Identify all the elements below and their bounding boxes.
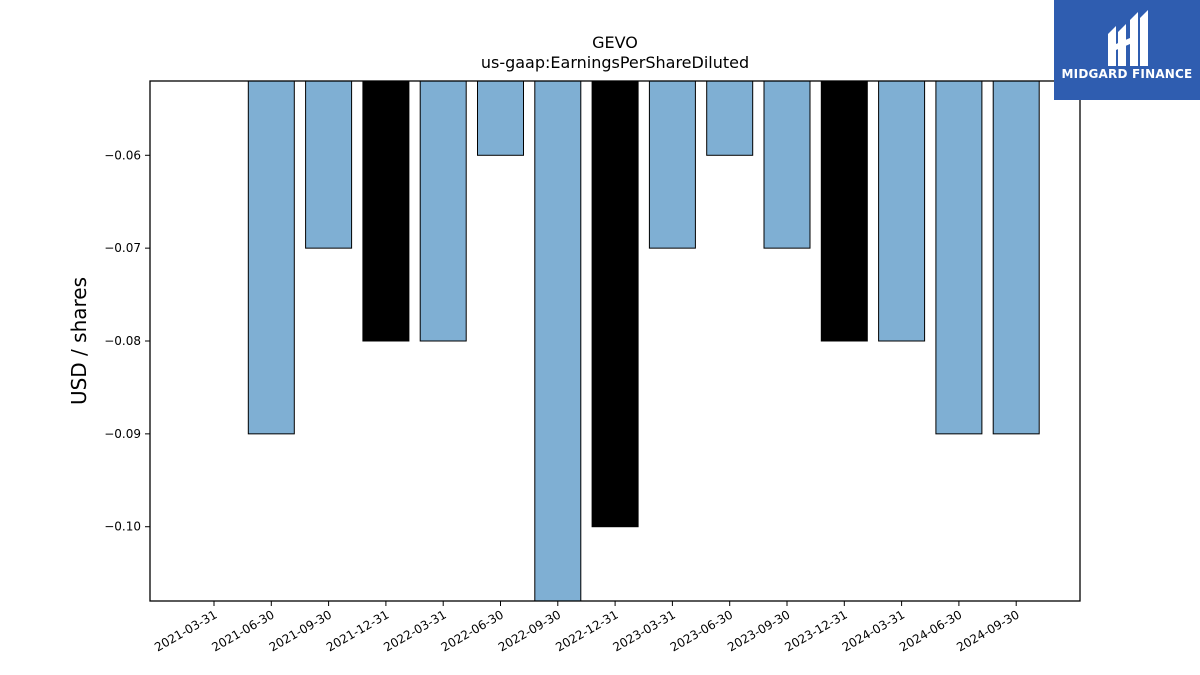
y-tick-label: −0.10 bbox=[104, 520, 141, 534]
y-tick-label: −0.09 bbox=[104, 427, 141, 441]
x-tick-label: 2023-03-31 bbox=[610, 607, 677, 654]
y-axis-ticks: −0.06 −0.07 −0.08 −0.09 −0.10 bbox=[104, 148, 150, 534]
bar-2021-06-30 bbox=[247, 80, 295, 435]
bar-2022-09-30 bbox=[534, 80, 582, 602]
bar-2021-09-30 bbox=[305, 80, 353, 249]
x-tick-label: 2021-12-31 bbox=[324, 607, 391, 654]
bar-2024-06-30 bbox=[935, 80, 983, 435]
x-tick-label: 2021-03-31 bbox=[152, 607, 219, 654]
y-axis-label: USD / shares bbox=[67, 277, 91, 405]
x-tick-label: 2021-06-30 bbox=[209, 607, 276, 654]
midgard-logo-icon bbox=[1108, 10, 1148, 66]
x-axis-ticks: 2021-03-312021-06-302021-09-302021-12-31… bbox=[152, 601, 1022, 654]
x-tick-label: 2023-09-30 bbox=[725, 607, 792, 654]
x-tick-label: 2022-06-30 bbox=[439, 607, 506, 654]
bar-2022-03-31 bbox=[419, 80, 467, 342]
x-tick-label: 2022-03-31 bbox=[381, 607, 448, 654]
bar-2023-12-31 bbox=[820, 80, 868, 342]
brand-name: MIDGARD FINANCE bbox=[1061, 67, 1193, 81]
bar-2023-06-30 bbox=[706, 80, 754, 156]
bar-2023-03-31 bbox=[648, 80, 696, 249]
y-tick-label: −0.06 bbox=[104, 148, 141, 162]
bar-2022-12-31 bbox=[591, 80, 639, 528]
bar-group bbox=[247, 80, 1040, 602]
x-tick-label: 2024-09-30 bbox=[954, 607, 1021, 654]
chart-subtitle: us-gaap:EarningsPerShareDiluted bbox=[481, 53, 749, 72]
x-tick-label: 2024-06-30 bbox=[897, 607, 964, 654]
x-tick-label: 2023-12-31 bbox=[782, 607, 849, 654]
y-tick-label: −0.08 bbox=[104, 334, 141, 348]
x-tick-label: 2024-03-31 bbox=[840, 607, 907, 654]
chart-title: GEVO bbox=[592, 33, 638, 52]
brand-logo: MIDGARD FINANCE bbox=[1054, 0, 1200, 100]
x-tick-label: 2023-06-30 bbox=[668, 607, 735, 654]
x-tick-label: 2021-09-30 bbox=[267, 607, 334, 654]
bar-2022-06-30 bbox=[477, 80, 524, 156]
bar-2021-12-31 bbox=[362, 80, 410, 342]
x-tick-label: 2022-12-31 bbox=[553, 607, 620, 654]
y-tick-label: −0.07 bbox=[104, 241, 141, 255]
bar-2024-03-31 bbox=[878, 80, 926, 342]
x-tick-label: 2022-09-30 bbox=[496, 607, 563, 654]
bar-2023-09-30 bbox=[763, 80, 811, 249]
bar-2024-09-30 bbox=[992, 80, 1040, 435]
